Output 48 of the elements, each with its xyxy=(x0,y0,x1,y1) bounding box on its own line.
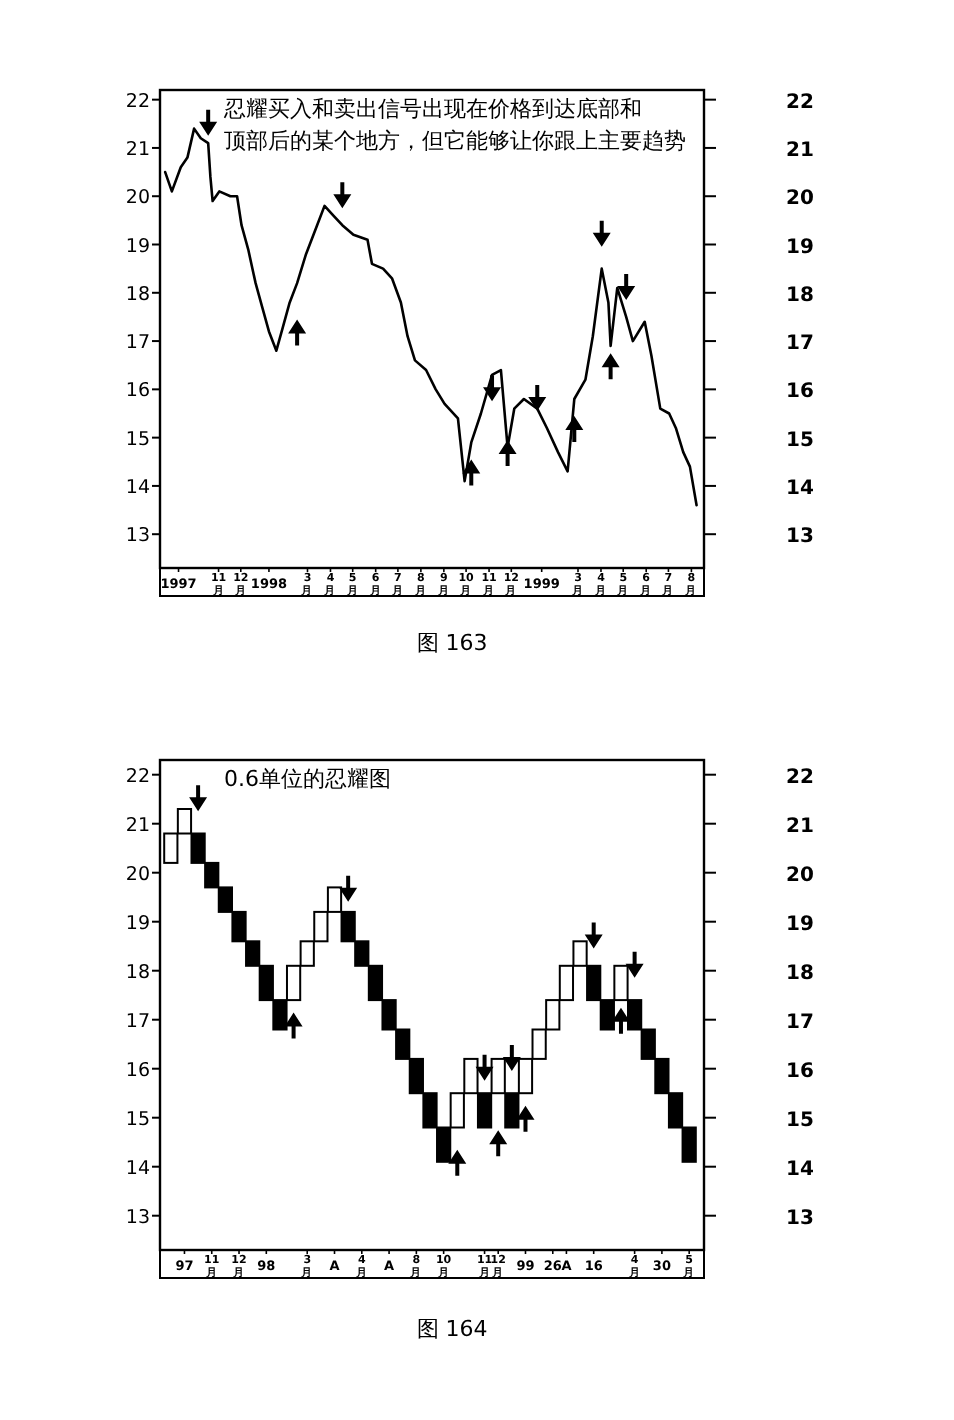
annotation: 忍耀买入和卖出信号出现在价格到达底部和 xyxy=(222,96,642,122)
annotation: 顶部后的某个地方，但它能够让你跟上主要趋势 xyxy=(224,128,686,154)
y-tick-label: 16 xyxy=(786,381,814,404)
y-tick-label: 15 xyxy=(125,1108,150,1131)
point xyxy=(489,1130,508,1157)
caption: 图 163 xyxy=(416,630,488,656)
y-tick-label: 20 xyxy=(125,863,150,886)
point xyxy=(339,875,358,902)
point xyxy=(448,1149,467,1176)
point xyxy=(462,459,481,486)
point xyxy=(625,951,644,978)
point xyxy=(333,182,352,209)
y-tick-label: 21 xyxy=(125,814,150,837)
point xyxy=(528,385,547,412)
y-tick-label: 19 xyxy=(125,912,150,935)
annotation: 0.6单位的忍耀图 xyxy=(224,766,391,792)
y-tick-label: 17 xyxy=(786,333,814,356)
y-tick-label: 21 xyxy=(786,139,814,162)
caption: 图 164 xyxy=(416,1316,488,1342)
y-tick-label: 20 xyxy=(786,188,814,211)
y-tick-label: 22 xyxy=(125,765,150,788)
y-tick-label: 19 xyxy=(786,236,814,259)
y-tick-label: 14 xyxy=(125,1157,150,1180)
point xyxy=(498,440,517,467)
y-tick-label: 16 xyxy=(125,1059,150,1082)
point xyxy=(483,375,502,402)
y-tick-label: 13 xyxy=(125,1206,150,1229)
y-tick-label: 14 xyxy=(786,477,814,500)
point xyxy=(199,109,218,136)
point xyxy=(611,1007,630,1034)
point xyxy=(288,319,307,346)
point xyxy=(592,220,611,247)
point xyxy=(475,1054,494,1081)
y-tick-label: 18 xyxy=(786,284,814,307)
point xyxy=(502,1044,521,1071)
y-tick-label: 18 xyxy=(125,961,150,984)
y-tick-label: 13 xyxy=(786,526,814,549)
point xyxy=(516,1105,535,1132)
point xyxy=(565,415,584,442)
point xyxy=(617,273,636,300)
y-tick-label: 17 xyxy=(125,1010,150,1033)
point xyxy=(189,785,208,812)
point xyxy=(584,922,603,949)
point xyxy=(601,353,620,380)
y-tick-label: 22 xyxy=(786,91,814,114)
point xyxy=(284,1012,303,1039)
y-tick-label: 15 xyxy=(786,429,814,452)
line-series xyxy=(163,127,698,507)
